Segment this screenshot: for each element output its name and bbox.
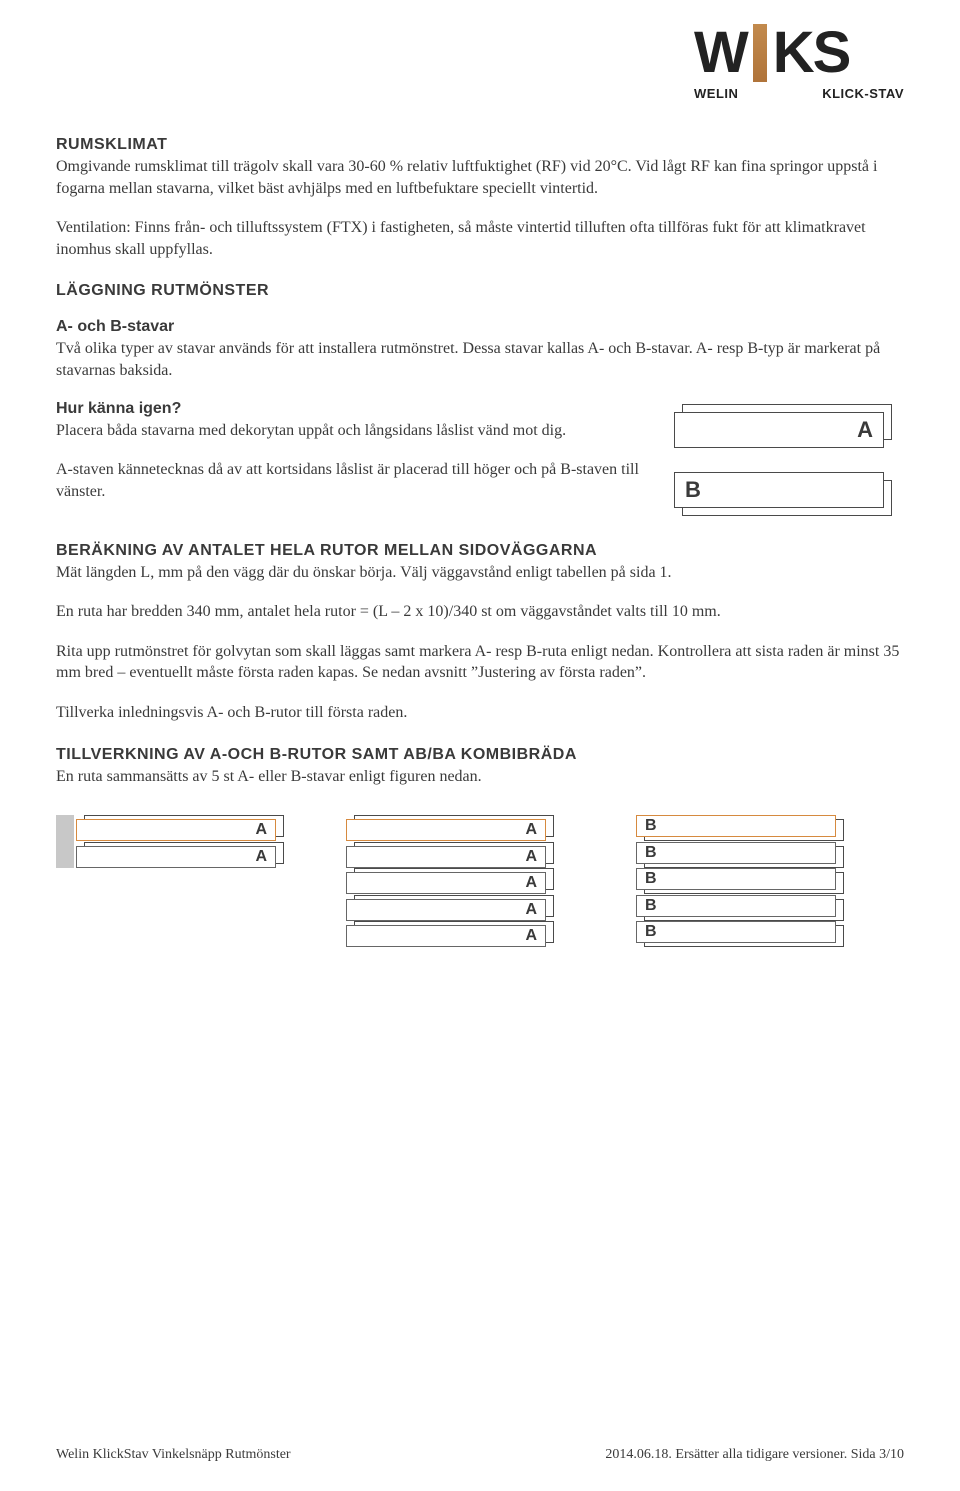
plank: B bbox=[636, 815, 866, 843]
logo-sub-right: KLICK-STAV bbox=[822, 86, 904, 101]
stav-a-diagram: A bbox=[674, 404, 904, 452]
diagram-mid: A A A A A bbox=[346, 815, 576, 948]
logo-subtitle: WELIN KLICK-STAV bbox=[694, 86, 904, 101]
plank: B bbox=[636, 921, 866, 949]
plank-front: A bbox=[346, 846, 546, 868]
plank-front: A bbox=[76, 819, 276, 841]
plank-front: A bbox=[346, 872, 546, 894]
footer: Welin KlickStav Vinkelsnäpp Rutmönster 2… bbox=[56, 1447, 904, 1463]
heading-berakning: BERÄKNING AV ANTALET HELA RUTOR MELLAN S… bbox=[56, 542, 904, 560]
plank-label: B bbox=[645, 870, 657, 888]
para-berakning-1: Mät längden L, mm på den vägg där du öns… bbox=[56, 562, 904, 584]
plank-label: B bbox=[645, 897, 657, 915]
stack-mid: A A A A A bbox=[346, 815, 576, 949]
plank: A bbox=[346, 868, 576, 896]
plank-front: B bbox=[636, 815, 836, 837]
wall-bar-icon bbox=[56, 815, 74, 868]
footer-left: Welin KlickStav Vinkelsnäpp Rutmönster bbox=[56, 1447, 291, 1463]
plank-label: A bbox=[255, 821, 267, 839]
diagrams-row: A A A A bbox=[56, 815, 904, 948]
plank-label: A bbox=[525, 927, 537, 945]
logo-ks: KS bbox=[773, 24, 850, 82]
plank-front: B bbox=[636, 868, 836, 890]
logo-sub-left: WELIN bbox=[694, 86, 738, 101]
plank: A bbox=[346, 921, 576, 949]
plank: A bbox=[76, 842, 286, 870]
plank: B bbox=[636, 842, 866, 870]
para-hur-kanna: Placera båda stavarna med dekorytan uppå… bbox=[56, 420, 650, 442]
stav-b-front: B bbox=[674, 472, 884, 508]
para-berakning-3: Rita upp rutmönstret för golvytan som sk… bbox=[56, 641, 904, 684]
plank-front: A bbox=[346, 925, 546, 947]
plank-front: B bbox=[636, 842, 836, 864]
plank-front: A bbox=[76, 846, 276, 868]
footer-right: 2014.06.18. Ersätter alla tidigare versi… bbox=[605, 1447, 904, 1463]
logo-top: W KS bbox=[694, 24, 904, 82]
para-ab-stavar: Två olika typer av stavar används för at… bbox=[56, 338, 904, 381]
logo-w: W bbox=[694, 24, 747, 82]
col-text: Hur känna igen? Placera båda stavarna me… bbox=[56, 400, 650, 520]
diagram-right: B B B B B bbox=[636, 815, 866, 948]
stav-a-front: A bbox=[674, 412, 884, 448]
wood-bar-icon bbox=[753, 24, 767, 82]
plank: A bbox=[346, 895, 576, 923]
para-rumsklimat-2: Ventilation: Finns från- och tilluftssys… bbox=[56, 217, 904, 260]
para-tillverkning-1: En ruta sammansätts av 5 st A- eller B-s… bbox=[56, 766, 904, 788]
para-berakning-2: En ruta har bredden 340 mm, antalet hela… bbox=[56, 601, 904, 623]
stack-right: B B B B B bbox=[636, 815, 866, 949]
plank-label: B bbox=[645, 844, 657, 862]
plank-front: A bbox=[346, 899, 546, 921]
para-berakning-4: Tillverka inledningsvis A- och B-rutor t… bbox=[56, 702, 904, 724]
plank: A bbox=[346, 815, 576, 843]
plank: B bbox=[636, 895, 866, 923]
col-diagram: A B bbox=[674, 400, 904, 520]
heading-laggning: LÄGGNING RUTMÖNSTER bbox=[56, 282, 904, 300]
brand-logo: W KS WELIN KLICK-STAV bbox=[694, 24, 904, 101]
plank-label: A bbox=[255, 848, 267, 866]
subheading-hur-kanna: Hur känna igen? bbox=[56, 400, 650, 418]
stav-b-label: B bbox=[685, 477, 701, 503]
page: W KS WELIN KLICK-STAV RUMSKLIMAT Omgivan… bbox=[0, 0, 960, 1491]
diagram-left: A A bbox=[56, 815, 286, 948]
stack-left: A A bbox=[56, 815, 286, 870]
stav-a-label: A bbox=[857, 417, 873, 443]
plank-front: B bbox=[636, 921, 836, 943]
plank-label: B bbox=[645, 923, 657, 941]
plank-front: B bbox=[636, 895, 836, 917]
plank: A bbox=[76, 815, 286, 843]
plank-label: A bbox=[525, 874, 537, 892]
heading-rumsklimat: RUMSKLIMAT bbox=[56, 136, 904, 154]
content: RUMSKLIMAT Omgivande rumsklimat till trä… bbox=[56, 24, 904, 948]
two-column: Hur känna igen? Placera båda stavarna me… bbox=[56, 400, 904, 520]
plank: A bbox=[346, 842, 576, 870]
para-rumsklimat-1: Omgivande rumsklimat till trägolv skall … bbox=[56, 156, 904, 199]
heading-tillverkning: TILLVERKNING AV A-OCH B-RUTOR SAMT AB/BA… bbox=[56, 746, 904, 764]
plank-label: A bbox=[525, 901, 537, 919]
plank-label: A bbox=[525, 821, 537, 839]
subheading-ab-stavar: A- och B-stavar bbox=[56, 318, 904, 336]
stav-b-diagram: B bbox=[674, 472, 904, 520]
plank: B bbox=[636, 868, 866, 896]
plank-front: A bbox=[346, 819, 546, 841]
plank-label: A bbox=[525, 848, 537, 866]
plank-label: B bbox=[645, 817, 657, 835]
para-a-kanne: A-staven kännetecknas då av att kortsida… bbox=[56, 459, 650, 502]
